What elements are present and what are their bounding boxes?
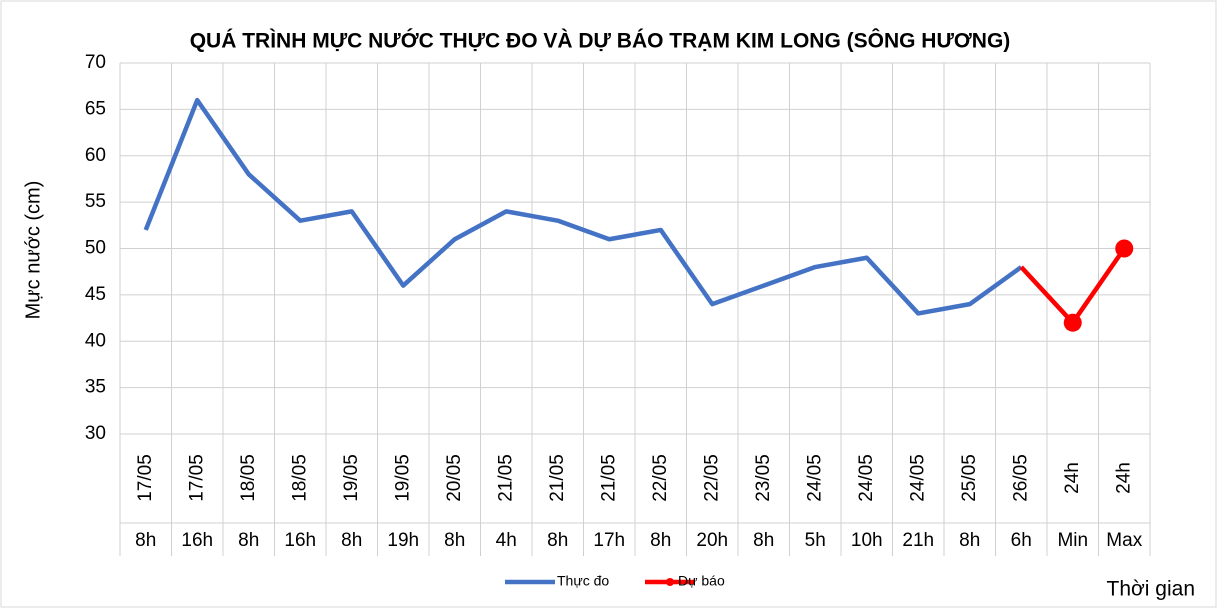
y-tick-label: 40 <box>85 330 106 351</box>
x-tick-label: 16h <box>284 530 316 551</box>
x-tick-label: 23/05 <box>753 454 774 502</box>
x-tick-label: 6h <box>1011 530 1032 551</box>
x-axis-label: Thời gian <box>1107 578 1195 601</box>
y-tick-label: 60 <box>85 145 106 166</box>
x-tick-label: 20h <box>696 530 728 551</box>
legend-label: Thực đo <box>557 573 609 589</box>
point <box>1063 313 1082 332</box>
x-tick-label: 22/05 <box>650 454 671 502</box>
x-tick-label: 17h <box>593 530 625 551</box>
x-tick-label: 26/05 <box>1010 454 1031 502</box>
x-tick-label: 8h <box>547 530 568 551</box>
x-tick-label: 8h <box>444 530 465 551</box>
x-tick-label: 17/05 <box>186 454 207 502</box>
x-tick-label: 16h <box>181 530 213 551</box>
x-tick-label: 19/05 <box>392 454 413 502</box>
y-tick-label: 35 <box>85 377 106 398</box>
legend-swatch <box>666 578 674 586</box>
x-tick-label: 17/05 <box>135 454 156 502</box>
x-tick-label: 19h <box>387 530 419 551</box>
x-tick-label: 21/05 <box>495 454 516 502</box>
point <box>1115 239 1134 258</box>
x-tick-label: 21/05 <box>598 454 619 502</box>
x-tick-label: 18/05 <box>238 454 259 502</box>
x-tick-label: 24h <box>1113 462 1134 494</box>
x-tick-label: Max <box>1106 530 1142 551</box>
x-tick-label: 18/05 <box>289 454 310 502</box>
x-tick-label: 8h <box>650 530 671 551</box>
x-tick-label: 8h <box>959 530 980 551</box>
y-tick-label: 45 <box>85 284 106 305</box>
y-axis-label: Mực nước (cm) <box>22 181 44 320</box>
x-tick-label: 8h <box>753 530 774 551</box>
x-tick-label: 8h <box>135 530 156 551</box>
x-tick-label: 21/05 <box>547 454 568 502</box>
x-tick-label: 24/05 <box>907 454 928 502</box>
x-tick-label: 24/05 <box>856 454 877 502</box>
x-tick-label: 4h <box>496 530 517 551</box>
y-tick-label: 65 <box>85 98 106 119</box>
x-tick-label: 10h <box>851 530 883 551</box>
y-tick-label: 55 <box>85 191 106 212</box>
line <box>143 97 1023 316</box>
x-tick-label: 24/05 <box>804 454 825 502</box>
y-tick-label: 50 <box>85 238 106 259</box>
x-tick-label: 22/05 <box>701 454 722 502</box>
x-tick-label: 21h <box>902 530 934 551</box>
legend-label: Dự báo <box>678 573 725 589</box>
x-tick-label: 25/05 <box>959 454 980 502</box>
x-tick-label: 24h <box>1062 462 1083 494</box>
y-tick-label: 70 <box>85 52 106 73</box>
x-tick-label: Min <box>1057 530 1088 551</box>
chart-title: QUÁ TRÌNH MỰC NƯỚC THỰC ĐO VÀ DỰ BÁO TRẠ… <box>190 29 1011 53</box>
y-tick-label: 30 <box>85 423 106 444</box>
x-tick-label: 5h <box>805 530 826 551</box>
x-tick-label: 8h <box>341 530 362 551</box>
x-tick-label: 20/05 <box>444 454 465 502</box>
x-tick-label: 8h <box>238 530 259 551</box>
x-tick-label: 19/05 <box>341 454 362 502</box>
